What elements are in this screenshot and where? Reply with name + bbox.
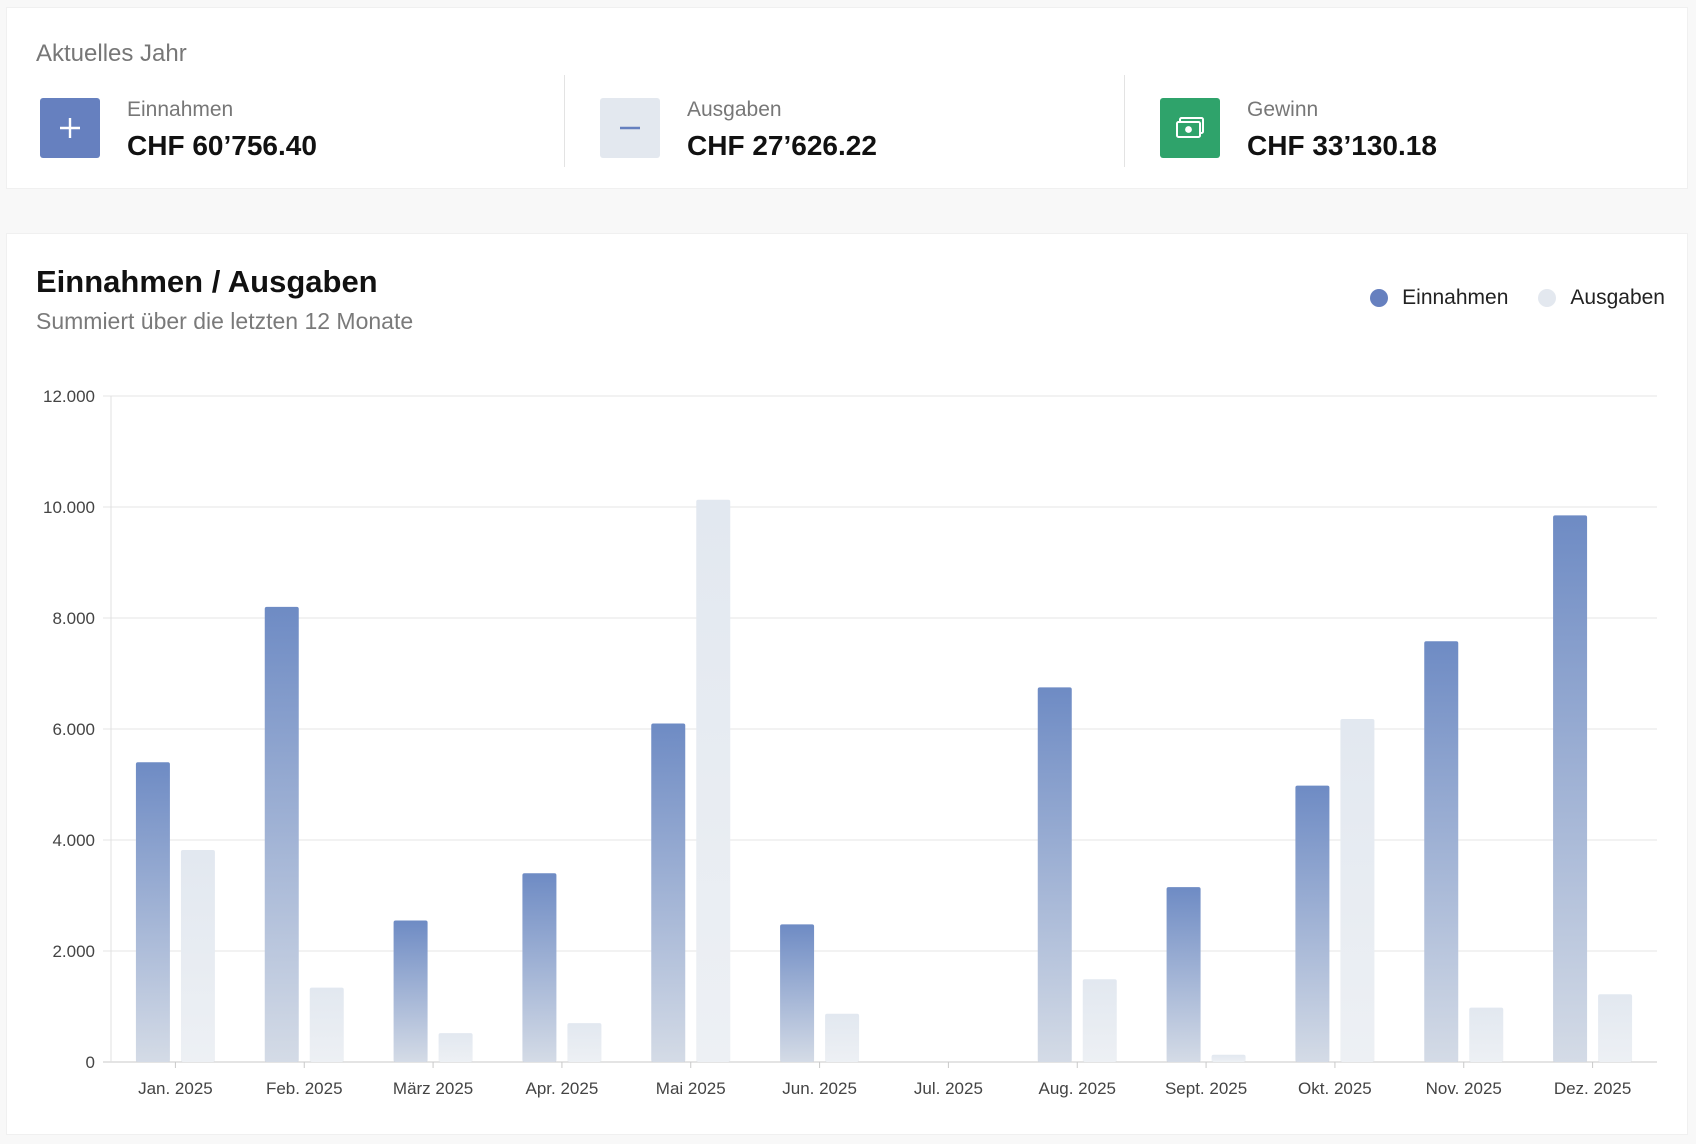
bar-einnahmen xyxy=(264,606,299,1062)
y-tick-label: 12.000 xyxy=(43,387,95,406)
bar-chart: 0 2.000 4.000 6.000 8.000 10.000 12.000 Jan. 20… xyxy=(43,387,1657,1098)
chart-legend: Einnahmen Ausgaben xyxy=(1370,286,1665,310)
bar-einnahmen xyxy=(1037,687,1072,1062)
legend-item-einnahmen[interactable]: Einnahmen xyxy=(1370,286,1508,310)
x-tick-label: Aug. 2025 xyxy=(1038,1079,1116,1098)
y-tick-label: 10.000 xyxy=(43,498,95,517)
bar-ausgaben xyxy=(1469,1007,1504,1062)
bar-einnahmen xyxy=(1553,515,1588,1062)
x-tick-label: Nov. 2025 xyxy=(1426,1079,1502,1098)
x-tick-label: März 2025 xyxy=(393,1079,473,1098)
x-tick-label: Apr. 2025 xyxy=(526,1079,599,1098)
legend-dot-icon xyxy=(1538,289,1557,307)
bar-einnahmen xyxy=(1424,641,1459,1062)
bar-einnahmen xyxy=(1295,785,1330,1062)
summary-card: Aktuelles Jahr Einnahmen CHF 60’756.40 A… xyxy=(7,8,1687,188)
bar-ausgaben xyxy=(309,987,344,1062)
x-tick-label: Jun. 2025 xyxy=(782,1079,857,1098)
chart-title: Einnahmen / Ausgaben xyxy=(36,264,378,299)
chart-card: Einnahmen / Ausgaben Summiert über die l… xyxy=(7,234,1687,1134)
chart-subtitle: Summiert über die letzten 12 Monate xyxy=(36,308,414,334)
bar-einnahmen xyxy=(651,723,686,1062)
profit-stat: Gewinn CHF 33’130.18 xyxy=(1160,86,1660,176)
bar-einnahmen xyxy=(135,762,170,1062)
expenses-stat: Ausgaben CHF 27’626.22 xyxy=(600,86,1100,176)
bar-ausgaben xyxy=(825,1013,860,1062)
x-tick-label: Feb. 2025 xyxy=(266,1079,343,1098)
bar-ausgaben xyxy=(567,1023,602,1062)
expenses-label: Ausgaben xyxy=(687,98,782,121)
minus-icon xyxy=(600,98,660,158)
expenses-value: CHF 27’626.22 xyxy=(687,130,877,161)
profit-label: Gewinn xyxy=(1247,98,1319,121)
x-tick-label: Mai 2025 xyxy=(656,1079,726,1098)
y-tick-label: 8.000 xyxy=(52,609,95,628)
bar-einnahmen xyxy=(522,873,557,1062)
x-tick-label: Okt. 2025 xyxy=(1298,1079,1372,1098)
x-tick-label: Sept. 2025 xyxy=(1165,1079,1247,1098)
bar-ausgaben xyxy=(1082,979,1117,1062)
summary-title: Aktuelles Jahr xyxy=(36,40,187,67)
bar-ausgaben xyxy=(438,1033,473,1062)
y-tick-label: 4.000 xyxy=(52,831,95,850)
bar-ausgaben xyxy=(1598,994,1633,1062)
legend-label-einnahmen: Einnahmen xyxy=(1402,286,1509,309)
bar-einnahmen xyxy=(393,920,428,1062)
profit-value: CHF 33’130.18 xyxy=(1247,130,1437,161)
legend-item-ausgaben[interactable]: Ausgaben xyxy=(1538,286,1665,310)
bar-einnahmen xyxy=(1166,887,1201,1062)
bar-einnahmen xyxy=(780,924,815,1062)
y-tick-label: 2.000 xyxy=(52,942,95,961)
divider xyxy=(564,75,565,167)
x-tick-label: Jan. 2025 xyxy=(138,1079,213,1098)
bar-ausgaben xyxy=(1211,1054,1246,1062)
plus-icon xyxy=(40,98,100,158)
y-tick-label: 0 xyxy=(86,1053,95,1072)
divider xyxy=(1124,75,1125,167)
bar-ausgaben xyxy=(1340,719,1375,1062)
y-tick-label: 6.000 xyxy=(52,720,95,739)
bars xyxy=(135,499,1633,1062)
grid-lines xyxy=(103,395,1657,1068)
cash-icon xyxy=(1160,98,1220,158)
bar-ausgaben xyxy=(696,499,731,1062)
legend-dot-icon xyxy=(1370,289,1389,307)
x-tick-label: Dez. 2025 xyxy=(1554,1079,1632,1098)
income-stat: Einnahmen CHF 60’756.40 xyxy=(40,86,540,176)
income-label: Einnahmen xyxy=(127,98,234,121)
legend-label-ausgaben: Ausgaben xyxy=(1570,286,1665,309)
x-tick-label: Jul. 2025 xyxy=(914,1079,983,1098)
income-value: CHF 60’756.40 xyxy=(127,130,317,161)
bar-ausgaben xyxy=(180,849,215,1062)
tick-labels: 0 2.000 4.000 6.000 8.000 10.000 12.000 Jan. 20… xyxy=(43,387,1631,1098)
